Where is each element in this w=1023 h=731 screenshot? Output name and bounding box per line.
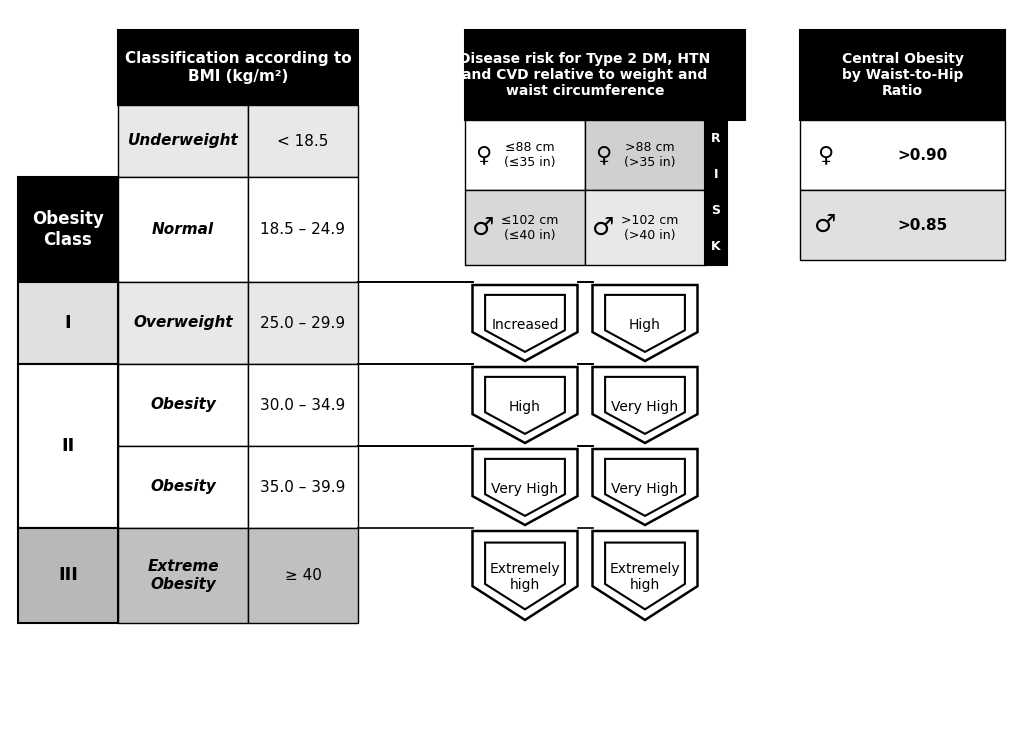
Text: R: R [711,132,721,145]
Text: ♂: ♂ [592,216,614,240]
FancyBboxPatch shape [465,120,585,190]
Text: ♀: ♀ [475,145,491,165]
Text: Obesity
Class: Obesity Class [32,210,104,249]
Polygon shape [605,459,685,516]
Text: ♀: ♀ [817,145,833,165]
Text: Normal: Normal [152,222,214,237]
FancyBboxPatch shape [118,528,248,623]
Text: Underweight: Underweight [128,134,238,148]
Text: Very High: Very High [491,482,559,496]
Text: Extreme
Obesity: Extreme Obesity [147,559,219,591]
Polygon shape [473,367,578,443]
FancyBboxPatch shape [800,190,1005,260]
Text: 25.0 – 29.9: 25.0 – 29.9 [261,316,346,330]
FancyBboxPatch shape [248,282,358,364]
Text: High: High [509,400,541,414]
Text: ≤102 cm
(≤40 in): ≤102 cm (≤40 in) [501,213,559,241]
Polygon shape [605,542,685,610]
Text: Extremely
high: Extremely high [490,562,561,592]
Polygon shape [605,295,685,352]
FancyBboxPatch shape [118,364,248,446]
Polygon shape [605,377,685,434]
FancyBboxPatch shape [585,120,705,190]
Text: ≤88 cm
(≤35 in): ≤88 cm (≤35 in) [504,141,555,169]
Polygon shape [485,377,565,434]
FancyBboxPatch shape [118,30,358,105]
Polygon shape [473,531,578,620]
Text: >0.90: >0.90 [897,148,947,162]
Text: Very High: Very High [612,482,678,496]
Polygon shape [485,295,565,352]
Polygon shape [485,542,565,610]
FancyBboxPatch shape [118,105,248,177]
FancyBboxPatch shape [585,190,705,265]
Text: ♂: ♂ [472,216,494,240]
Text: Disease risk for Type 2 DM, HTN
and CVD relative to weight and
waist circumferen: Disease risk for Type 2 DM, HTN and CVD … [459,52,711,98]
Text: Overweight: Overweight [133,316,233,330]
Text: II: II [61,437,75,455]
FancyBboxPatch shape [248,177,358,282]
Text: Classification according to
BMI (kg/m²): Classification according to BMI (kg/m²) [125,51,351,84]
FancyBboxPatch shape [18,528,118,623]
Text: I: I [64,314,72,332]
Text: K: K [711,240,721,254]
Text: III: III [58,567,78,585]
Text: ♂: ♂ [814,213,836,237]
Text: Obesity: Obesity [150,398,216,412]
Text: >88 cm
(>35 in): >88 cm (>35 in) [624,141,676,169]
FancyBboxPatch shape [248,528,358,623]
FancyBboxPatch shape [465,190,585,265]
FancyBboxPatch shape [465,30,745,120]
Text: < 18.5: < 18.5 [277,134,328,148]
Text: Central Obesity
by Waist-to-Hip
Ratio: Central Obesity by Waist-to-Hip Ratio [842,52,964,98]
FancyBboxPatch shape [248,105,358,177]
Text: >0.85: >0.85 [897,218,947,232]
Polygon shape [473,449,578,525]
Polygon shape [592,367,698,443]
FancyBboxPatch shape [18,364,118,528]
FancyBboxPatch shape [118,446,248,528]
Polygon shape [473,285,578,361]
Text: I: I [714,168,718,181]
FancyBboxPatch shape [705,120,727,265]
Polygon shape [592,531,698,620]
Text: Very High: Very High [612,400,678,414]
FancyBboxPatch shape [18,177,118,282]
Text: ♀: ♀ [595,145,611,165]
FancyBboxPatch shape [118,282,248,364]
FancyBboxPatch shape [800,120,1005,190]
FancyBboxPatch shape [18,282,118,364]
Text: ≥ 40: ≥ 40 [284,568,321,583]
Text: Obesity: Obesity [150,480,216,494]
Text: 30.0 – 34.9: 30.0 – 34.9 [261,398,346,412]
Text: >102 cm
(>40 in): >102 cm (>40 in) [621,213,678,241]
Polygon shape [592,449,698,525]
Text: 35.0 – 39.9: 35.0 – 39.9 [260,480,346,494]
Text: Extremely
high: Extremely high [610,562,680,592]
Polygon shape [592,285,698,361]
FancyBboxPatch shape [248,364,358,446]
FancyBboxPatch shape [118,177,248,282]
FancyBboxPatch shape [800,30,1005,120]
Text: 18.5 – 24.9: 18.5 – 24.9 [261,222,346,237]
Polygon shape [485,459,565,516]
Text: S: S [712,204,720,217]
Text: High: High [629,317,661,332]
FancyBboxPatch shape [248,446,358,528]
Text: Increased: Increased [491,317,559,332]
